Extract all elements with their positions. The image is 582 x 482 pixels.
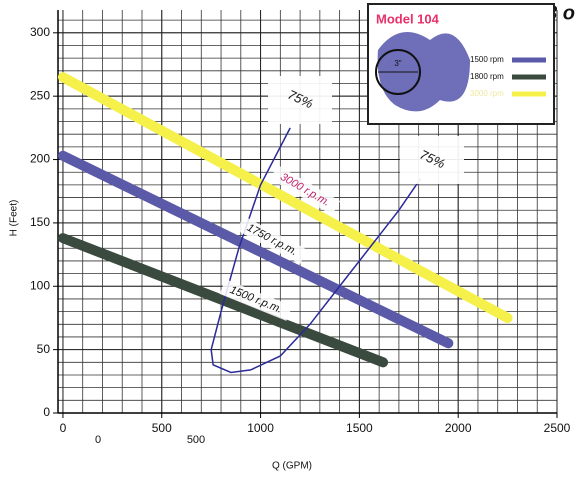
x-tick-label: 500 xyxy=(152,421,172,435)
x-tick-label: 2500 xyxy=(544,421,571,435)
y-tick-label: 200 xyxy=(30,152,50,166)
y-tick-label: 150 xyxy=(30,215,50,229)
x-tick-label: 0 xyxy=(60,421,67,435)
y-axis-label: H (Feet) xyxy=(9,200,20,237)
y-tick-label: 0 xyxy=(43,405,50,419)
annotation: 0 xyxy=(95,434,101,446)
x-tick-label: 1500 xyxy=(346,421,373,435)
inset-title: Model 104 xyxy=(376,11,440,26)
size-label: 3" xyxy=(394,59,401,68)
legend-label: 3000 rpm xyxy=(470,89,504,98)
y-tick-label: 300 xyxy=(30,25,50,39)
y-tick-label: 250 xyxy=(30,88,50,102)
legend-label: 1500 rpm xyxy=(470,55,504,64)
chart: Page 13 o Q (GPM) H (Feet) 0500100015002… xyxy=(0,0,582,482)
x-tick-label: 1000 xyxy=(247,421,274,435)
inset-legend: 3" Model 104 3000 rpm 1500 rpm 1800 rpm xyxy=(368,4,554,124)
x-axis-label: Q (GPM) xyxy=(272,461,312,472)
pump-curve xyxy=(63,238,383,362)
x-tick-label: 2000 xyxy=(445,421,472,435)
y-tick-label: 100 xyxy=(30,278,50,292)
y-tick-label: 50 xyxy=(37,342,51,356)
annotation: 500 xyxy=(187,434,205,446)
legend-label: 1800 rpm xyxy=(470,72,504,81)
